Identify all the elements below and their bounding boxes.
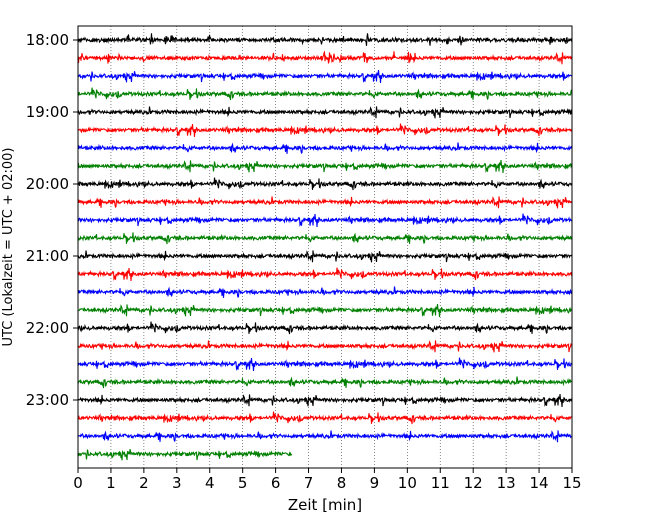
x-tick-label: 9: [370, 474, 380, 492]
x-axis-label: Zeit [min]: [288, 496, 362, 514]
trace-1900: [77, 106, 573, 119]
trace-layer: [77, 33, 573, 461]
trace-2330: [77, 430, 573, 443]
trace-2215: [77, 340, 573, 353]
trace-2015: [77, 196, 573, 209]
x-tick-label: 2: [139, 474, 149, 492]
x-tick-label: 10: [398, 474, 417, 492]
trace-2200: [77, 321, 573, 335]
trace-2100: [77, 250, 573, 263]
trace-2115: [77, 267, 573, 281]
trace-2000: [77, 177, 573, 191]
x-tick-label: 4: [205, 474, 215, 492]
y-tick-label: 18:00: [26, 31, 69, 49]
trace-2030: [77, 213, 573, 227]
trace-2300: [77, 394, 573, 407]
trace-1915: [77, 123, 573, 137]
x-tick-label: 6: [271, 474, 281, 492]
trace-2145: [77, 304, 573, 317]
y-tick-label: 19:00: [26, 103, 69, 121]
y-tick-label: 21:00: [26, 247, 69, 265]
trace-2230: [77, 357, 573, 371]
x-tick-label: 0: [73, 474, 83, 492]
trace-2245: [77, 376, 573, 389]
trace-1800: [77, 33, 573, 46]
trace-1830: [77, 70, 573, 83]
trace-1815: [77, 50, 573, 65]
trace-2315: [77, 411, 573, 425]
x-tick-label: 7: [304, 474, 314, 492]
x-tick-label: 13: [497, 474, 516, 492]
x-ticks: 0 1 2 3 4 5 6 7 8 9 10 11 12 13 14 15: [73, 468, 582, 492]
x-tick-label: 1: [106, 474, 116, 492]
trace-2045: [77, 232, 573, 245]
trace-1845: [77, 87, 573, 101]
y-tick-label: 22:00: [26, 319, 69, 337]
x-tick-label: 8: [337, 474, 347, 492]
trace-1945: [77, 160, 573, 173]
x-tick-label: 11: [431, 474, 450, 492]
trace-2130: [77, 286, 573, 299]
y-tick-label: 23:00: [26, 391, 69, 409]
x-tick-label: 15: [562, 474, 581, 492]
y-axis-label: UTC (Lokalzeit = UTC + 02:00): [1, 148, 16, 347]
x-tick-label: 14: [530, 474, 549, 492]
y-ticks: 18:00 19:00 20:00 21:00 22:00 23:00: [26, 31, 78, 409]
trace-2345: [77, 449, 293, 461]
plot-frame: [77, 25, 573, 469]
x-tick-label: 5: [238, 474, 248, 492]
x-tick-label: 3: [172, 474, 182, 492]
y-tick-label: 20:00: [26, 175, 69, 193]
x-tick-label: 12: [464, 474, 483, 492]
trace-1930: [77, 142, 573, 155]
